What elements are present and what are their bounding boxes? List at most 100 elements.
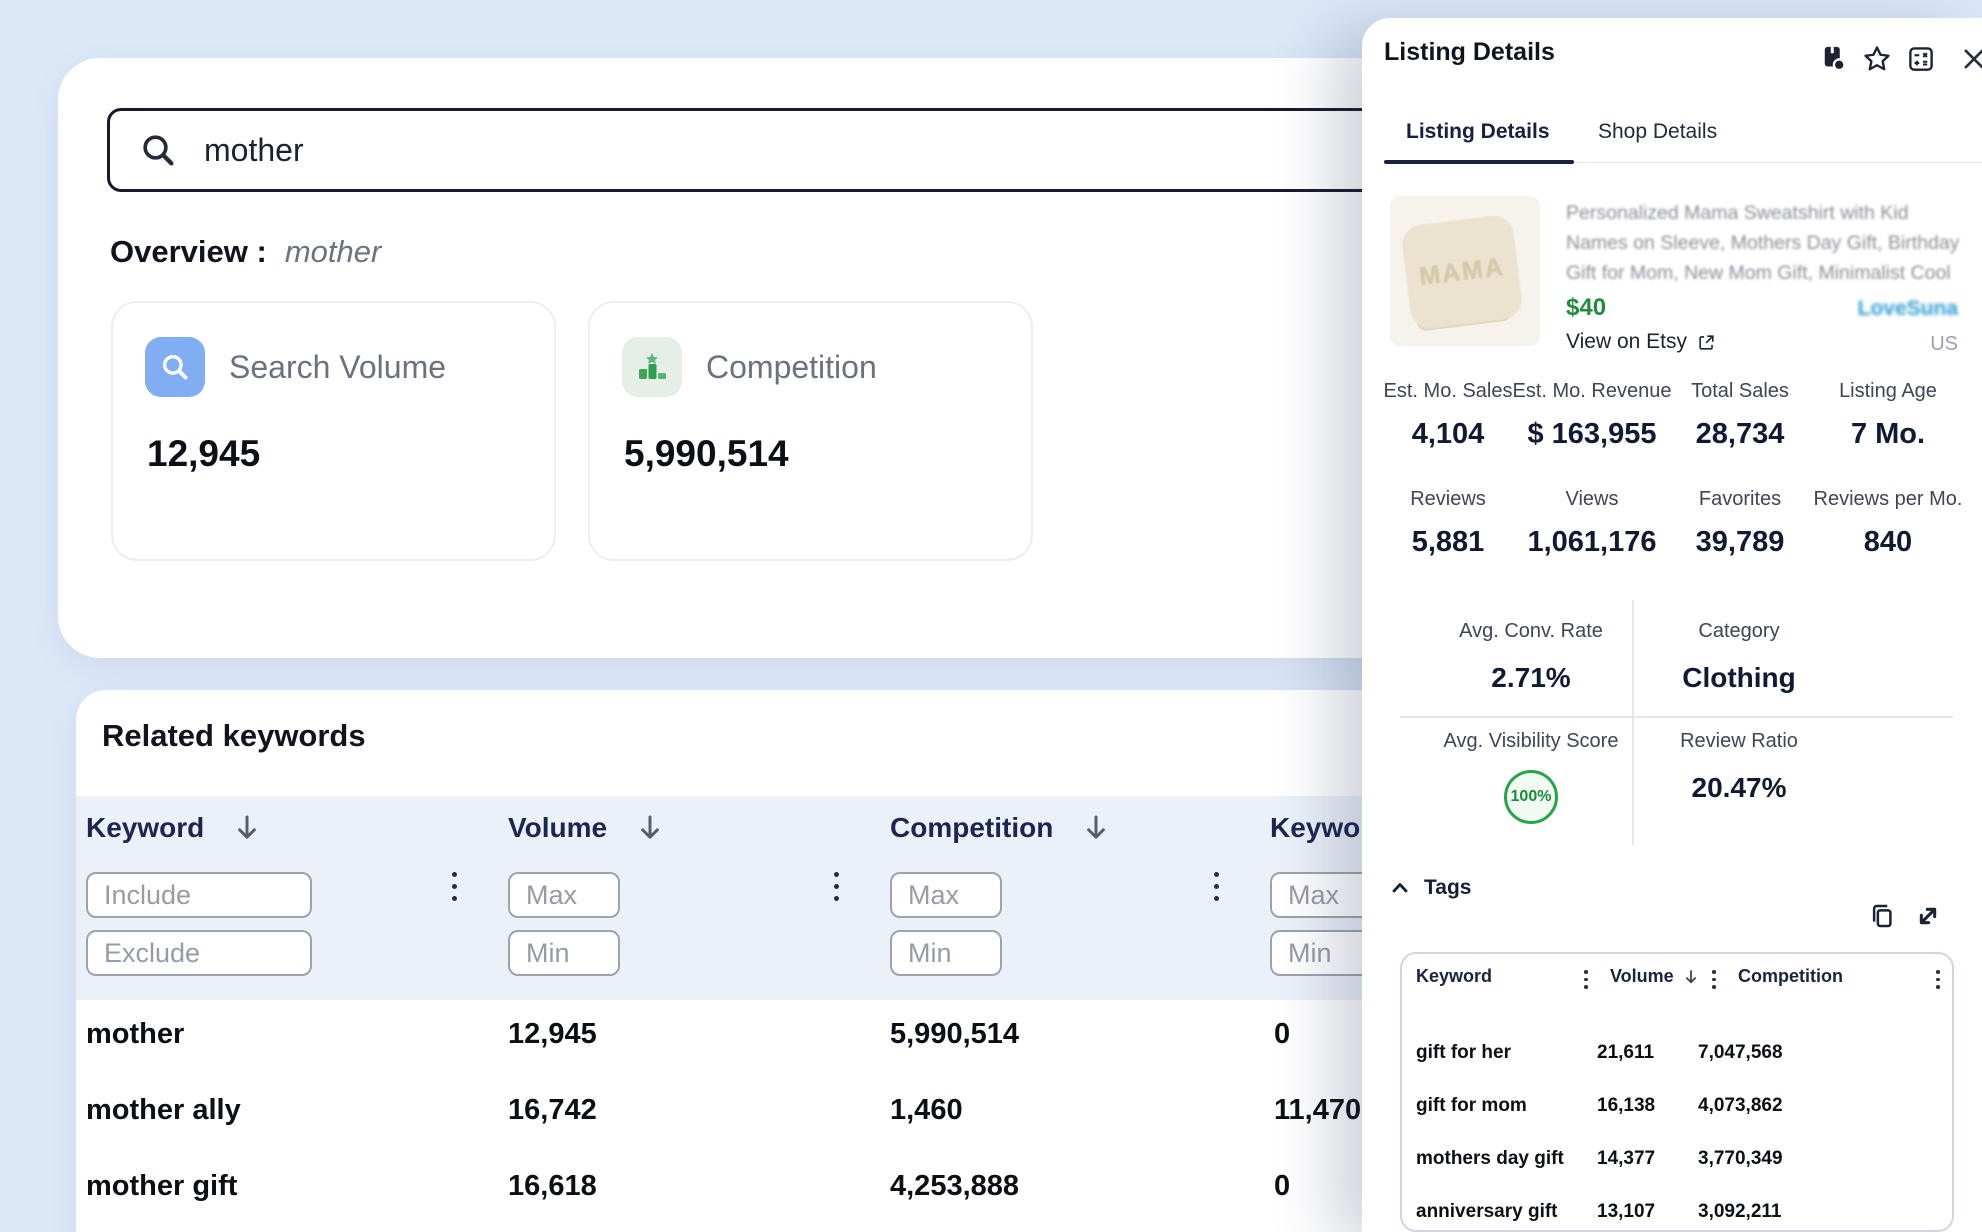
search-input[interactable] [202, 131, 1306, 170]
column-label: Competition [890, 812, 1053, 844]
visibility-score-badge: 100% [1504, 770, 1558, 824]
tag-volume: 14,377 [1597, 1148, 1655, 1170]
volume-max-filter[interactable] [508, 872, 620, 918]
sort-down-icon[interactable] [1081, 812, 1111, 844]
sort-down-icon[interactable] [232, 812, 262, 844]
volume-min-filter[interactable] [508, 930, 620, 976]
column-label: Keywo [1270, 812, 1360, 844]
column-label: Volume [508, 812, 607, 844]
tag-competition: 4,073,862 [1698, 1095, 1783, 1117]
stat-total-sales: Total Sales [1660, 380, 1820, 403]
overview-term: mother [285, 234, 381, 269]
tag-competition: 7,047,568 [1698, 1042, 1783, 1064]
column-menu-icon[interactable] [1936, 970, 1940, 989]
tag-keyword: gift for her [1416, 1042, 1511, 1064]
row-competition: 5,990,514 [890, 1018, 1019, 1051]
expand-icon[interactable] [1912, 900, 1944, 932]
stat-reviews-per-mo: Reviews per Mo. [1808, 488, 1968, 511]
row-keyword: mother ally [86, 1094, 241, 1127]
app-window: Overview :mother Search Volume 12,945 Co… [0, 0, 1982, 1232]
save-product-icon[interactable] [1820, 44, 1848, 74]
stat-reviews: Reviews [1368, 488, 1528, 511]
stat-value: 28,734 [1660, 418, 1820, 451]
category: Category [1614, 620, 1864, 643]
column-header-volume[interactable]: Volume [508, 812, 665, 844]
category-value: Clothing [1614, 662, 1864, 694]
product-price: $40 [1566, 294, 1606, 322]
related-keywords-title: Related keywords [102, 718, 366, 754]
stat-est-mo-revenue: Est. Mo. Revenue [1512, 380, 1672, 403]
search-volume-label: Search Volume [229, 349, 446, 386]
external-link-icon [1697, 333, 1716, 352]
competition-icon [622, 337, 682, 397]
stat-favorites: Favorites [1660, 488, 1820, 511]
row-keyword: mother [86, 1018, 184, 1051]
tag-competition: 3,092,211 [1698, 1201, 1781, 1223]
copy-icon[interactable] [1866, 901, 1896, 931]
tags-table [1400, 952, 1954, 1232]
column-header-competition[interactable]: Competition [890, 812, 1111, 844]
stat-value: 1,061,176 [1512, 526, 1672, 559]
stat-value: 39,789 [1660, 526, 1820, 559]
tag-keyword: gift for mom [1416, 1095, 1527, 1117]
view-on-etsy-link[interactable]: View on Etsy [1566, 330, 1716, 354]
search-volume-card: Search Volume 12,945 [111, 301, 556, 561]
stat-views: Views [1512, 488, 1672, 511]
column-menu-icon[interactable] [452, 872, 457, 901]
column-menu-icon[interactable] [1712, 970, 1716, 989]
competition-min-filter[interactable] [890, 930, 1002, 976]
calculator-icon[interactable] [1906, 44, 1936, 74]
tags-toggle[interactable]: Tags [1388, 876, 1471, 900]
star-icon[interactable] [1862, 44, 1892, 74]
product-title: Personalized Mama Sweatshirt with Kid Na… [1566, 198, 1960, 288]
column-label: Keyword [86, 812, 204, 844]
row-keyword: mother gift [86, 1170, 237, 1203]
shop-name[interactable]: LoveSuna [1790, 297, 1958, 321]
keyword-include-filter[interactable] [86, 872, 312, 918]
column-header-keyword-sales[interactable]: Keywo [1270, 812, 1360, 844]
tags-column-competition[interactable]: Competition [1738, 966, 1843, 987]
active-tab-underline [1384, 160, 1574, 164]
stat-value: 4,104 [1368, 418, 1528, 451]
stat-est-mo-sales: Est. Mo. Sales [1368, 380, 1528, 403]
review-ratio: Review Ratio [1614, 730, 1864, 753]
column-header-keyword[interactable]: Keyword [86, 812, 262, 844]
sort-down-icon[interactable] [635, 812, 665, 844]
tag-keyword: mothers day gift [1416, 1148, 1564, 1170]
view-on-etsy-label: View on Etsy [1566, 330, 1687, 354]
row-volume: 12,945 [508, 1018, 597, 1051]
search-volume-icon [145, 337, 205, 397]
stat-value: 840 [1808, 526, 1968, 559]
panel-title: Listing Details [1384, 38, 1555, 67]
tag-volume: 16,138 [1597, 1095, 1655, 1117]
tag-keyword: anniversary gift [1416, 1201, 1558, 1223]
row-keyword-sales: 0 [1274, 1170, 1290, 1203]
competition-max-filter[interactable] [890, 872, 1002, 918]
column-menu-icon[interactable] [834, 872, 839, 901]
column-menu-icon[interactable] [1214, 872, 1219, 901]
tag-volume: 21,611 [1597, 1042, 1654, 1064]
tags-label: Tags [1424, 876, 1471, 900]
search-volume-value: 12,945 [147, 433, 260, 475]
tab-shop-details[interactable]: Shop Details [1598, 120, 1717, 144]
chevron-up-icon [1388, 876, 1412, 900]
quad-divider-horizontal [1400, 716, 1953, 718]
review-ratio-value: 20.47% [1614, 772, 1864, 804]
sort-down-icon[interactable] [1682, 968, 1700, 986]
product-image[interactable]: MAMA [1390, 196, 1540, 346]
tags-column-keyword[interactable]: Keyword [1416, 966, 1492, 987]
stat-listing-age: Listing Age [1808, 380, 1968, 403]
row-volume: 16,618 [508, 1170, 597, 1203]
row-volume: 16,742 [508, 1094, 597, 1127]
competition-label: Competition [706, 349, 877, 386]
row-keyword-sales: 0 [1274, 1018, 1290, 1051]
tags-column-volume[interactable]: Volume [1610, 966, 1674, 987]
close-icon[interactable] [1960, 45, 1982, 73]
keyword-exclude-filter[interactable] [86, 930, 312, 976]
tab-listing-details[interactable]: Listing Details [1406, 120, 1550, 144]
product-image-text: MAMA [1418, 252, 1507, 291]
shop-country: US [1890, 333, 1958, 356]
overview-heading: Overview :mother [110, 234, 381, 270]
column-menu-icon[interactable] [1584, 970, 1588, 989]
row-competition: 4,253,888 [890, 1170, 1019, 1203]
